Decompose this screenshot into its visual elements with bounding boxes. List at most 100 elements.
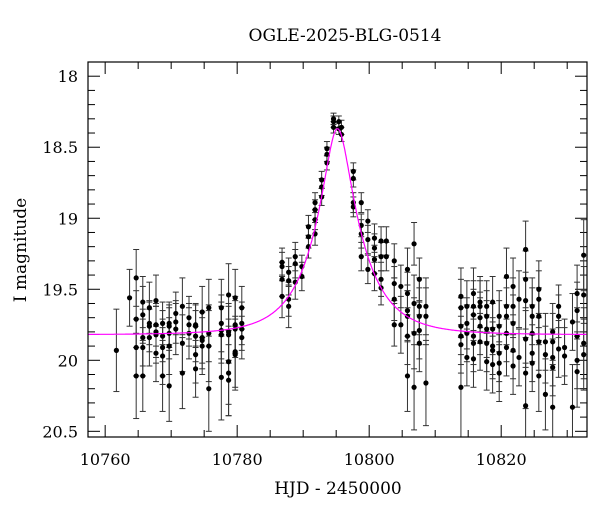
data-point <box>556 313 562 319</box>
data-point <box>523 403 529 409</box>
data-point <box>503 313 510 319</box>
data-point <box>574 307 580 314</box>
data-point <box>458 333 464 339</box>
data-point <box>510 283 516 290</box>
data-point <box>516 296 522 302</box>
data-point <box>173 326 179 332</box>
x-tick-label: 10760 <box>80 450 131 469</box>
data-point <box>416 303 422 309</box>
data-point <box>458 305 464 311</box>
data-point <box>510 320 516 326</box>
data-point <box>279 259 285 265</box>
data-point <box>206 386 212 392</box>
data-point <box>192 366 199 372</box>
data-point <box>550 364 556 370</box>
data-point <box>286 303 292 309</box>
data-point <box>173 310 179 317</box>
data-points <box>113 116 587 410</box>
data-point <box>477 339 483 345</box>
data-point <box>133 373 139 379</box>
data-point <box>550 354 556 361</box>
data-point <box>239 334 245 341</box>
data-point <box>146 334 152 341</box>
data-point <box>292 254 298 260</box>
data-point <box>350 168 356 174</box>
data-point <box>464 303 470 309</box>
model-curve <box>88 128 587 335</box>
data-point <box>416 327 422 334</box>
data-point <box>239 305 245 311</box>
data-point <box>358 200 364 206</box>
data-point <box>503 273 510 280</box>
data-point <box>225 292 232 298</box>
data-point <box>411 330 417 336</box>
data-point <box>416 340 422 346</box>
data-point <box>319 177 325 183</box>
data-point <box>523 336 529 342</box>
y-tick-label: 18.5 <box>42 138 78 157</box>
data-point <box>391 322 397 328</box>
data-point <box>510 303 516 309</box>
data-point <box>470 312 477 318</box>
axis-ticks <box>88 61 587 437</box>
data-point <box>542 352 549 358</box>
data-point <box>536 286 542 292</box>
data-point <box>199 309 205 315</box>
data-point <box>153 298 159 304</box>
data-point <box>529 360 535 366</box>
data-point <box>383 238 389 244</box>
data-point <box>529 313 535 319</box>
data-point <box>569 319 576 325</box>
data-point <box>358 254 364 260</box>
data-point <box>391 280 397 287</box>
data-point <box>179 303 185 309</box>
data-point <box>199 337 205 344</box>
data-point <box>159 373 166 379</box>
x-axis-label: HJD - 2450000 <box>274 479 402 499</box>
data-point <box>496 323 502 329</box>
data-point <box>496 360 502 366</box>
data-point <box>477 299 483 305</box>
x-tick-label: 10820 <box>476 450 527 469</box>
data-point <box>536 313 542 319</box>
data-point <box>536 339 542 345</box>
data-point <box>192 323 199 329</box>
data-point <box>179 340 185 346</box>
data-point <box>199 343 205 349</box>
data-point <box>404 290 411 297</box>
data-point <box>404 266 411 272</box>
data-point <box>378 238 384 244</box>
data-point <box>225 332 232 338</box>
data-point <box>225 370 232 376</box>
data-point <box>378 276 384 282</box>
data-point <box>416 276 422 282</box>
data-point <box>574 290 580 297</box>
data-point <box>484 340 490 346</box>
data-point <box>133 344 139 351</box>
data-point <box>133 275 139 281</box>
data-point <box>330 124 337 130</box>
data-point <box>464 320 470 326</box>
data-point <box>411 384 417 390</box>
data-point <box>232 352 238 358</box>
data-point <box>218 305 224 311</box>
data-point <box>542 339 549 345</box>
data-point <box>330 119 337 125</box>
data-point <box>218 320 224 326</box>
data-point <box>305 234 312 240</box>
data-point <box>581 340 587 346</box>
y-tick-label: 19.5 <box>42 280 78 299</box>
data-point <box>490 326 496 332</box>
data-point <box>146 323 152 329</box>
data-point <box>423 380 429 386</box>
data-point <box>458 342 464 348</box>
data-point <box>536 373 542 379</box>
data-point <box>477 315 483 321</box>
y-axis-label: I magnitude <box>11 198 31 302</box>
data-point <box>338 124 345 130</box>
y-tick-label: 18 <box>58 67 78 86</box>
data-point <box>470 356 477 362</box>
data-point <box>404 307 411 314</box>
data-point <box>159 333 166 339</box>
